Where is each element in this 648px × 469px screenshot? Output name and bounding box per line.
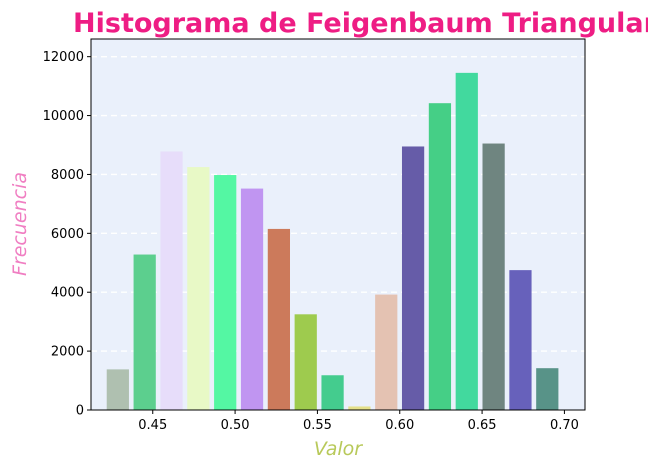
y-tick-label-4: 8000 [51,168,84,183]
bar-10 [375,294,398,410]
bar-6 [267,228,290,410]
x-tick-label-0: 0.45 [138,418,167,433]
y-tick-label-6: 12000 [43,50,84,65]
bar-15 [509,270,532,410]
x-tick-label-3: 0.60 [385,418,414,433]
x-tick-label-5: 0.70 [550,418,579,433]
x-tick-label-1: 0.50 [221,418,250,433]
bar-0 [106,369,129,410]
bar-14 [482,143,505,410]
x-axis-label: Valor [314,438,363,460]
bar-2 [160,151,183,410]
x-tick-label-4: 0.65 [468,418,497,433]
y-axis-ticks: 0 2000 4000 6000 8000 10000 12000 [43,50,91,419]
y-tick-label-1: 2000 [51,345,84,360]
bar-7 [294,314,317,410]
x-tick-label-2: 0.55 [303,418,332,433]
bar-11 [401,146,425,410]
bar-5 [240,188,264,410]
bars [106,72,559,410]
y-tick-label-5: 10000 [43,109,84,124]
y-tick-label-3: 6000 [51,227,84,242]
x-axis-ticks: 0.45 0.50 0.55 0.60 0.65 0.70 [138,410,579,433]
y-tick-label-2: 4000 [51,286,84,301]
bar-8 [321,375,344,410]
chart-title: Histograma de Feigenbaum Triangular [73,8,648,39]
bar-3 [187,167,210,410]
plot-frame [90,38,586,411]
bar-4 [214,175,237,410]
y-tick-label-0: 0 [76,404,84,419]
bar-1 [133,254,156,410]
bar-12 [428,103,452,410]
bar-16 [536,368,559,410]
bar-9 [348,406,371,410]
bar-13 [455,72,478,410]
y-axis-label: Frecuencia [9,172,31,276]
